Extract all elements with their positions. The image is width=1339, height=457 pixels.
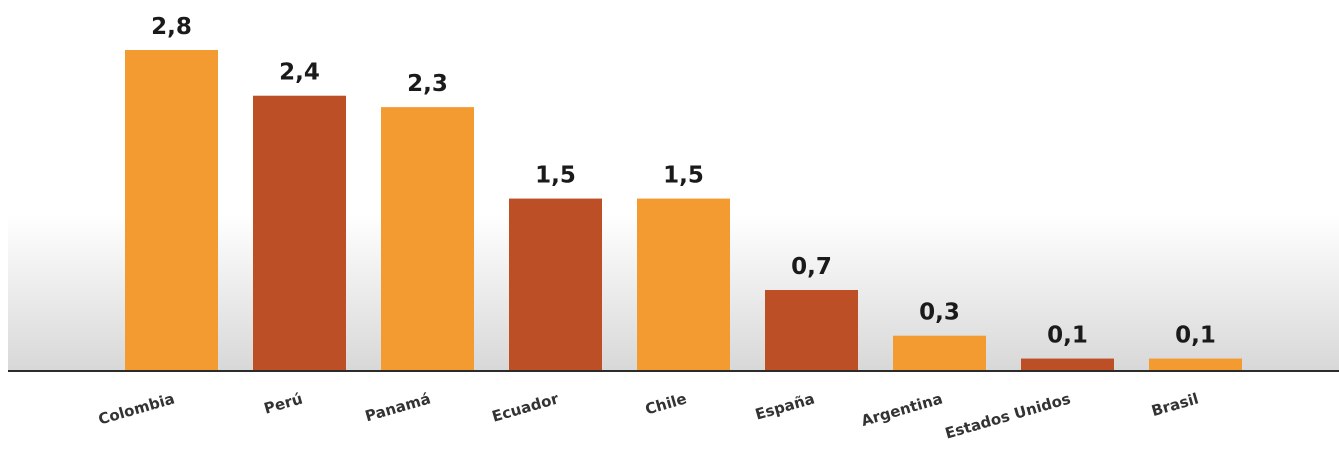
value-label-estados-unidos: 0,1 [1047,323,1088,349]
value-label-panama: 2,3 [407,71,448,97]
value-label-espana: 0,7 [791,254,832,280]
value-label-brasil: 0,1 [1175,323,1216,349]
bar-chile [637,198,730,370]
category-label-chile: Chile [643,390,688,419]
bar-brasil [1149,358,1242,370]
category-labels-layer: Colombia Perú Panamá Ecuador Chile España Arge… [96,389,1200,442]
category-label-brasil: Brasil [1149,390,1200,421]
bar-espana [765,290,858,370]
value-labels-layer: 2,8 2,4 2,3 1,5 1,5 0,7 0,3 0,1 0,1 [151,14,1216,349]
bars-layer [125,50,1242,371]
category-label-ecuador: Ecuador [490,389,561,425]
bar-ecuador [509,198,602,370]
bar-estados-unidos [1021,358,1114,370]
category-label-panama: Panamá [363,390,433,426]
bar-peru [253,95,346,370]
category-label-argentina: Argentina [859,390,944,430]
value-label-colombia: 2,8 [151,14,192,40]
value-label-peru: 2,4 [279,60,320,86]
value-label-argentina: 0,3 [919,300,960,326]
value-label-ecuador: 1,5 [535,163,576,189]
category-label-colombia: Colombia [96,390,176,429]
bar-colombia [125,50,218,370]
bar-argentina [893,335,986,370]
category-label-peru: Perú [262,390,305,418]
category-label-espana: España [753,390,816,424]
value-label-chile: 1,5 [663,163,704,189]
category-label-estados-unidos: Estados Unidos [943,390,1073,443]
bar-panama [381,107,474,371]
